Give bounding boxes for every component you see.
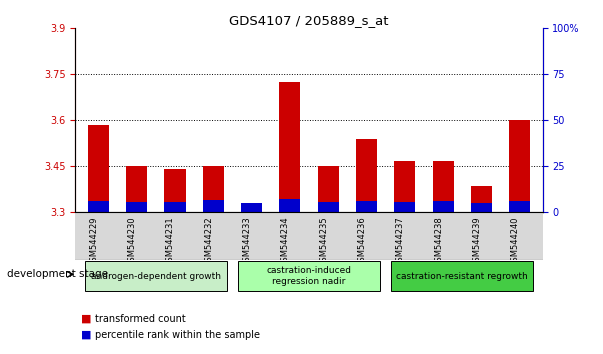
Bar	[471, 186, 492, 212]
Bar	[279, 199, 300, 212]
Text: GSM544239: GSM544239	[472, 216, 481, 267]
Bar	[165, 202, 186, 212]
Text: androgen-dependent growth: androgen-dependent growth	[91, 272, 221, 281]
Text: GSM544231: GSM544231	[166, 216, 175, 267]
Bar	[238, 261, 380, 291]
Text: GSM544232: GSM544232	[204, 216, 213, 267]
Bar	[432, 161, 453, 212]
Text: transformed count: transformed count	[95, 314, 186, 324]
Text: GSM544229: GSM544229	[89, 216, 98, 267]
Bar	[432, 201, 453, 212]
Text: development stage: development stage	[7, 269, 108, 279]
Text: GSM544238: GSM544238	[434, 216, 443, 267]
Bar	[126, 202, 147, 212]
Bar	[279, 82, 300, 212]
Text: ■: ■	[81, 330, 92, 339]
Text: GSM544234: GSM544234	[281, 216, 290, 267]
Bar	[356, 201, 377, 212]
Bar	[126, 166, 147, 212]
Bar	[394, 202, 415, 212]
Bar	[165, 170, 186, 212]
Bar	[88, 201, 109, 212]
Text: percentile rank within the sample: percentile rank within the sample	[95, 330, 260, 339]
Bar	[391, 261, 533, 291]
Text: GSM544237: GSM544237	[396, 216, 405, 267]
Bar	[318, 166, 339, 212]
Bar	[509, 120, 530, 212]
Bar	[318, 202, 339, 212]
Bar	[88, 125, 109, 212]
Text: GSM544240: GSM544240	[511, 216, 520, 267]
Text: castration-induced
regression nadir: castration-induced regression nadir	[267, 267, 352, 286]
Bar	[356, 139, 377, 212]
Bar	[241, 211, 262, 212]
Bar	[471, 202, 492, 212]
Text: GSM544230: GSM544230	[128, 216, 137, 267]
Bar	[241, 203, 262, 212]
Text: GSM544236: GSM544236	[358, 216, 367, 267]
Bar	[509, 201, 530, 212]
Bar	[203, 166, 224, 212]
Text: castration-resistant regrowth: castration-resistant regrowth	[396, 272, 528, 281]
Title: GDS4107 / 205889_s_at: GDS4107 / 205889_s_at	[229, 14, 389, 27]
Bar	[203, 200, 224, 212]
Bar	[394, 161, 415, 212]
Text: GSM544235: GSM544235	[319, 216, 328, 267]
Bar	[85, 261, 227, 291]
Text: ■: ■	[81, 314, 92, 324]
Text: GSM544233: GSM544233	[242, 216, 251, 267]
